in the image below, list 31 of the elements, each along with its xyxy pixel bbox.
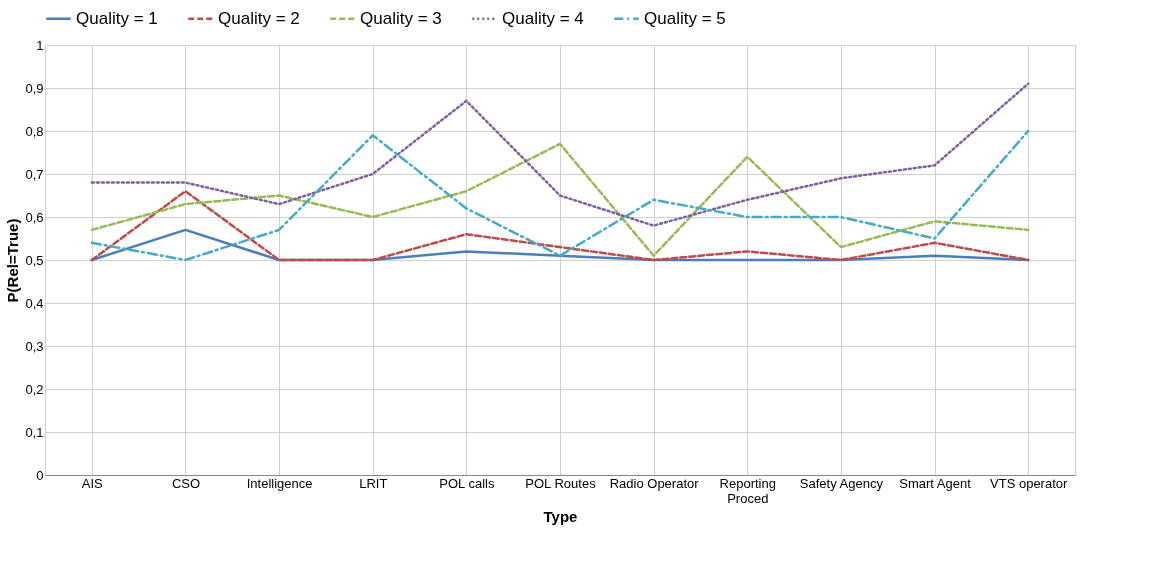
legend-label: Quality = 3 <box>360 8 442 28</box>
legend-label: Quality = 5 <box>644 8 726 28</box>
x-tick-label: LRIT <box>359 475 388 491</box>
x-tick-label: POL Routes <box>525 475 597 491</box>
y-tick-label: 1 <box>36 37 44 53</box>
x-tick-label: Radio Operator <box>609 475 700 491</box>
y-tick-label: 0,9 <box>25 80 44 96</box>
y-tick-label: 0,3 <box>25 338 44 354</box>
x-tick-label: Safety Agency <box>799 475 884 491</box>
x-tick-label: Smart Agent <box>899 475 972 491</box>
line-series <box>90 82 1030 227</box>
y-tick-label: 0,6 <box>25 209 44 225</box>
x-tick-label: Reporting Proced <box>719 475 776 506</box>
y-tick-label: 0,2 <box>25 381 44 397</box>
line-series <box>90 189 1030 262</box>
y-tick-label: 0,8 <box>25 123 44 139</box>
x-tick-label: VTS operator <box>990 475 1068 491</box>
x-tick-label: Intelligence <box>246 475 313 491</box>
y-tick-label: 0,1 <box>25 424 44 440</box>
x-tick-label: CSO <box>171 475 201 491</box>
y-tick-label: 0,4 <box>25 295 44 311</box>
y-tick-label: 0,7 <box>25 166 44 182</box>
y-tick-label: 0,5 <box>25 252 44 268</box>
legend-label: Quality = 2 <box>218 8 300 28</box>
x-tick-label: POL calls <box>439 475 495 491</box>
y-axis-title: P(Rel=True) <box>4 218 22 303</box>
x-tick-label: AIS <box>81 475 104 491</box>
x-axis-title: Type <box>543 507 578 525</box>
legend-label: Quality = 1 <box>76 8 158 28</box>
y-tick-label: 0 <box>36 467 44 483</box>
legend-label: Quality = 4 <box>502 8 584 28</box>
